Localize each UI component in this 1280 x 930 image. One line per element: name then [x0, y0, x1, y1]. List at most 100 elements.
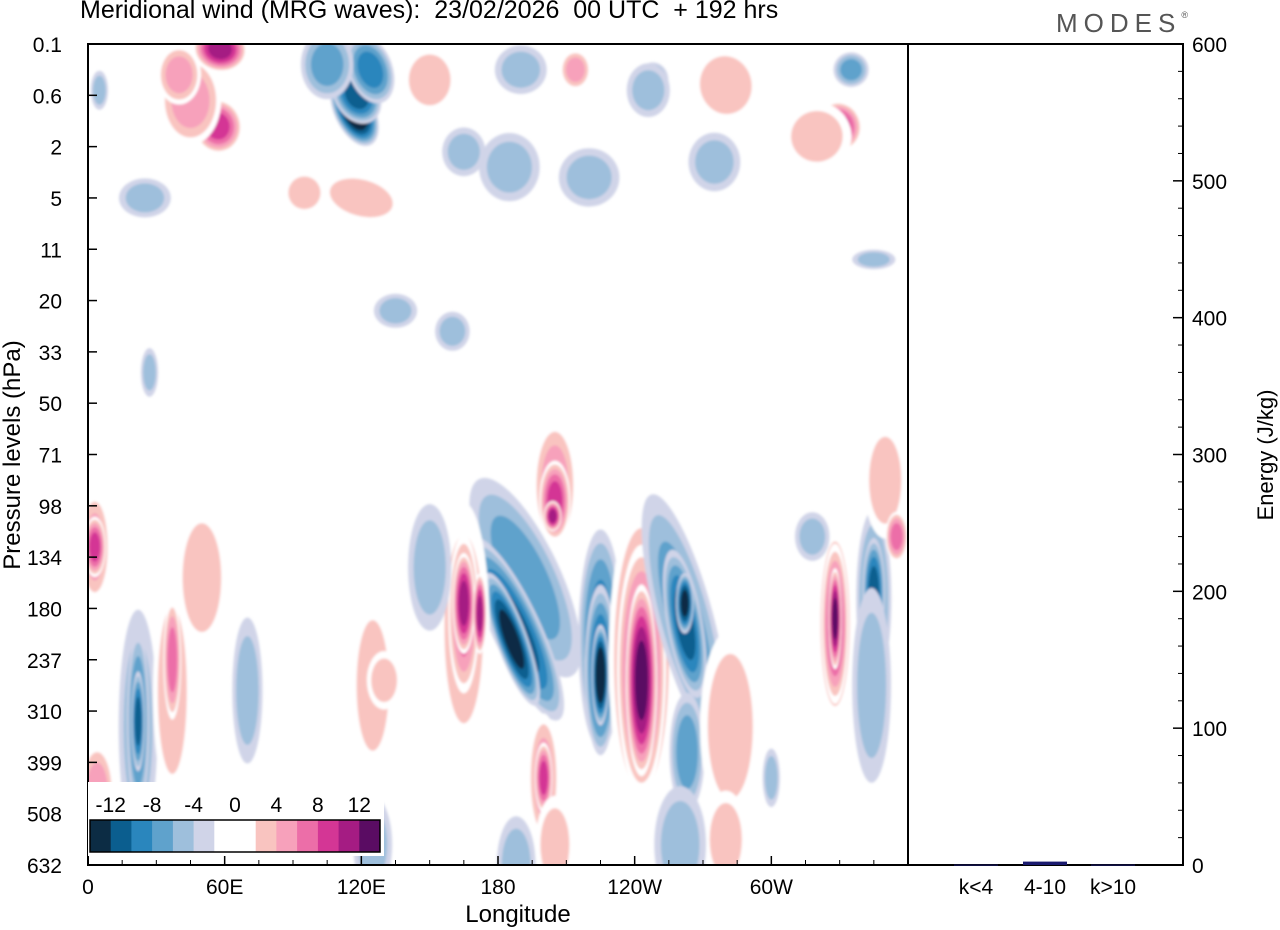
contour-band: [709, 803, 742, 865]
y-tick-label: 5: [50, 188, 62, 211]
colorbar-tick-label: 12: [348, 794, 371, 817]
contour-band: [596, 654, 605, 696]
contour-band: [832, 597, 838, 640]
contour-band: [447, 133, 480, 170]
y-axis-label: Pressure levels (hPa): [0, 340, 26, 569]
contour-band: [501, 51, 541, 88]
energy-bar: [1091, 864, 1135, 866]
contour-band: [143, 354, 156, 391]
contour-band: [632, 70, 665, 111]
energy-axis-label: Energy (J/kg): [1253, 390, 1278, 521]
y-tick-label: 134: [27, 547, 62, 570]
colorbar-swatch: [276, 820, 298, 852]
energy-y-tick-label: 600: [1192, 34, 1227, 57]
colorbar-swatch: [110, 820, 132, 852]
y-tick-label: 310: [27, 701, 62, 724]
contour-band: [540, 808, 570, 865]
contour-band: [501, 828, 531, 865]
y-tick-label: 508: [27, 804, 62, 827]
contour-band: [566, 155, 612, 200]
heatmap-axes: 0.1 0.6 2 5 11 20 33 50 71 98 134 180 237 310 399 508 63…: [0, 34, 909, 928]
contour-band: [695, 140, 734, 184]
contour-layers: [88, 44, 908, 865]
colorbar-swatch: [214, 820, 236, 852]
contour-band: [89, 532, 101, 562]
contour-band: [548, 509, 557, 523]
x-tick-label: 120W: [607, 876, 662, 899]
contour-band: [699, 56, 752, 115]
contour-band: [857, 252, 890, 267]
contour-band: [840, 58, 862, 81]
contour-band: [890, 523, 903, 551]
colorbar: -12 -8 -4 0 4 8 12: [88, 782, 384, 856]
colorbar-swatch: [317, 820, 340, 852]
y-tick-label: 0.1: [33, 34, 62, 57]
colorbar-tick-label: 4: [271, 794, 283, 817]
colorbar-swatch: [193, 820, 215, 852]
x-tick-label: 120E: [337, 876, 386, 899]
contour-band: [379, 298, 412, 324]
colorbar-frame: [89, 819, 381, 853]
contour-band: [476, 595, 483, 632]
y-tick-label: 11: [40, 239, 62, 262]
contour-band: [660, 801, 700, 865]
y-tick-label: 632: [27, 855, 62, 878]
colorbar-tick-label: -12: [96, 794, 126, 817]
x-tick-label: 180: [480, 876, 515, 899]
chart-title: Meridional wind (MRG waves): 23/02/2026 …: [80, 0, 779, 24]
colorbar-tick-label: -4: [184, 794, 203, 817]
colorbar-swatch: [172, 820, 195, 852]
contour-band: [357, 51, 384, 88]
energy-bar: [1023, 861, 1067, 865]
x-tick-label: 0: [82, 876, 94, 899]
colorbar-swatch: [152, 820, 174, 852]
contour-band: [676, 715, 698, 789]
contour-band: [707, 653, 753, 800]
y-tick-label: 180: [27, 598, 62, 621]
contour-band: [288, 176, 321, 210]
contour-band: [857, 612, 887, 759]
colorbar-swatch: [90, 820, 112, 852]
x-axis-label: Longitude: [465, 901, 570, 928]
contour-band: [458, 580, 469, 626]
contour-band: [329, 178, 393, 218]
colorbar-swatch: [359, 820, 381, 852]
colorbar-swatch: [297, 820, 319, 852]
contour-band: [125, 183, 165, 213]
energy-category-label: k>10: [1090, 876, 1136, 899]
contour-band: [93, 75, 106, 105]
y-tick-label: 71: [39, 445, 62, 468]
energy-category-label: k<4: [959, 876, 994, 899]
colorbar-swatch: [131, 820, 153, 852]
contour-band: [869, 436, 902, 524]
colorbar-tick-label: -8: [143, 794, 162, 817]
contour-band: [439, 316, 466, 346]
colorbar-swatch: [235, 820, 257, 852]
heatmap-field: [88, 44, 908, 865]
energy-y-tick-label: 500: [1192, 171, 1227, 194]
y-tick-label: 2: [50, 137, 62, 160]
energy-bar-panel: 0 100 200 300 400 500 600 k<4 4-10 k>10 Energy (J/…: [907, 34, 1278, 899]
modes-logo: MODES®: [1056, 8, 1188, 38]
y-tick-label: 98: [39, 496, 62, 519]
contour-band: [310, 44, 344, 86]
energy-frame: [907, 43, 1184, 866]
contour-band: [490, 515, 561, 640]
y-tick-label: 399: [27, 752, 62, 775]
x-tick-label: 60W: [750, 876, 793, 899]
energy-y-tick-label: 400: [1192, 308, 1227, 331]
contour-band: [565, 57, 585, 82]
contour-band: [499, 609, 525, 669]
colorbar-swatch: [338, 820, 360, 852]
contour-band: [635, 640, 648, 721]
contour-band: [165, 56, 193, 94]
y-tick-label: 0.6: [33, 85, 62, 108]
contour-band: [791, 110, 843, 162]
energy-category-label: 4-10: [1024, 876, 1066, 899]
contour-band: [539, 760, 548, 795]
contour-band: [413, 520, 446, 615]
energy-y-tick-label: 0: [1192, 855, 1204, 878]
contour-band: [764, 756, 778, 800]
